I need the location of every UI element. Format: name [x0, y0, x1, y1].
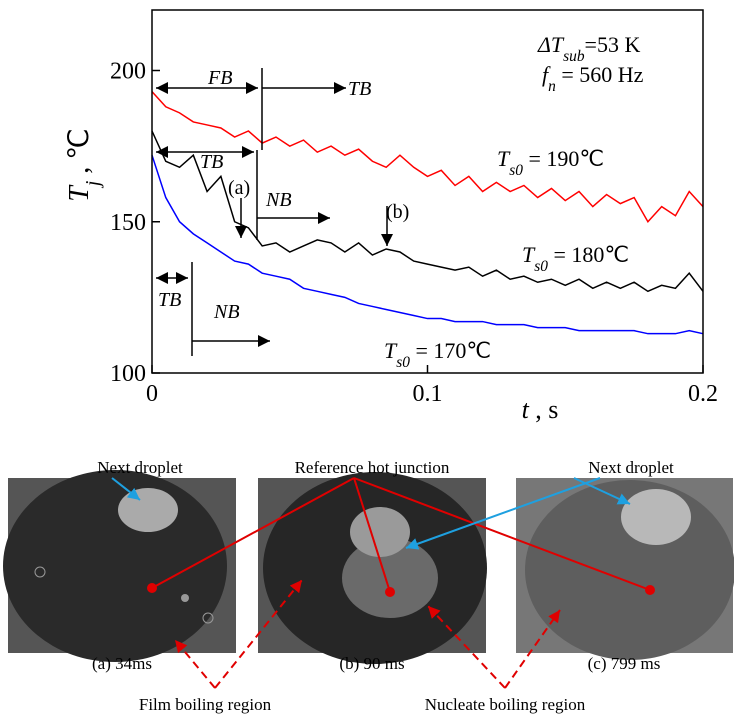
- photo-caption: (a) 34ms: [92, 654, 152, 673]
- series-label: Ts0 = 170℃: [384, 338, 491, 371]
- annotation: TB: [158, 289, 181, 311]
- callout-label: Next droplet: [97, 458, 183, 477]
- callout-label: Reference hot junction: [295, 458, 450, 477]
- y-tick-label: 150: [110, 210, 146, 236]
- series-label: Ts0 = 180℃: [522, 242, 629, 275]
- plot-frame: [151, 9, 704, 374]
- y-tick-label: 100: [110, 361, 146, 387]
- annotation: (a): [228, 177, 250, 199]
- photo-caption: (b) 90 ms: [339, 654, 404, 673]
- callout-label: Next droplet: [588, 458, 674, 477]
- data-line: [151, 91, 704, 224]
- photo: [258, 472, 487, 664]
- x-tick-label: 0.1: [413, 381, 443, 407]
- annotation: (b): [386, 201, 409, 223]
- annotation: ΔTsub=53 K: [537, 32, 640, 65]
- photo-caption: (c) 799 ms: [588, 654, 661, 673]
- annotation: fn = 560 Hz: [542, 62, 644, 95]
- series-label: Ts0 = 190℃: [497, 146, 604, 179]
- annotation: NB: [265, 189, 292, 211]
- plot: 100 150 200 0 0.1 0.2: [110, 59, 718, 408]
- x-axis-label: t , s: [522, 395, 559, 424]
- callout-label: Nucleate boiling region: [425, 695, 586, 714]
- x-tick-label: 0.2: [688, 381, 718, 407]
- data-line: [151, 130, 704, 293]
- callout-lines: [111, 477, 655, 689]
- annotation: FB: [207, 67, 232, 89]
- photo: [3, 470, 236, 662]
- photo: [516, 478, 734, 660]
- callout-label: Film boiling region: [139, 695, 272, 714]
- data-line: [151, 154, 704, 335]
- annotation: NB: [213, 301, 240, 323]
- x-tick-label: 0: [146, 381, 158, 407]
- annotation: TB: [348, 78, 371, 100]
- annotation: TB: [200, 151, 223, 173]
- arrows: [156, 68, 393, 356]
- y-tick-label: 200: [110, 59, 146, 85]
- y-axis-label: Tj , ℃: [64, 128, 104, 201]
